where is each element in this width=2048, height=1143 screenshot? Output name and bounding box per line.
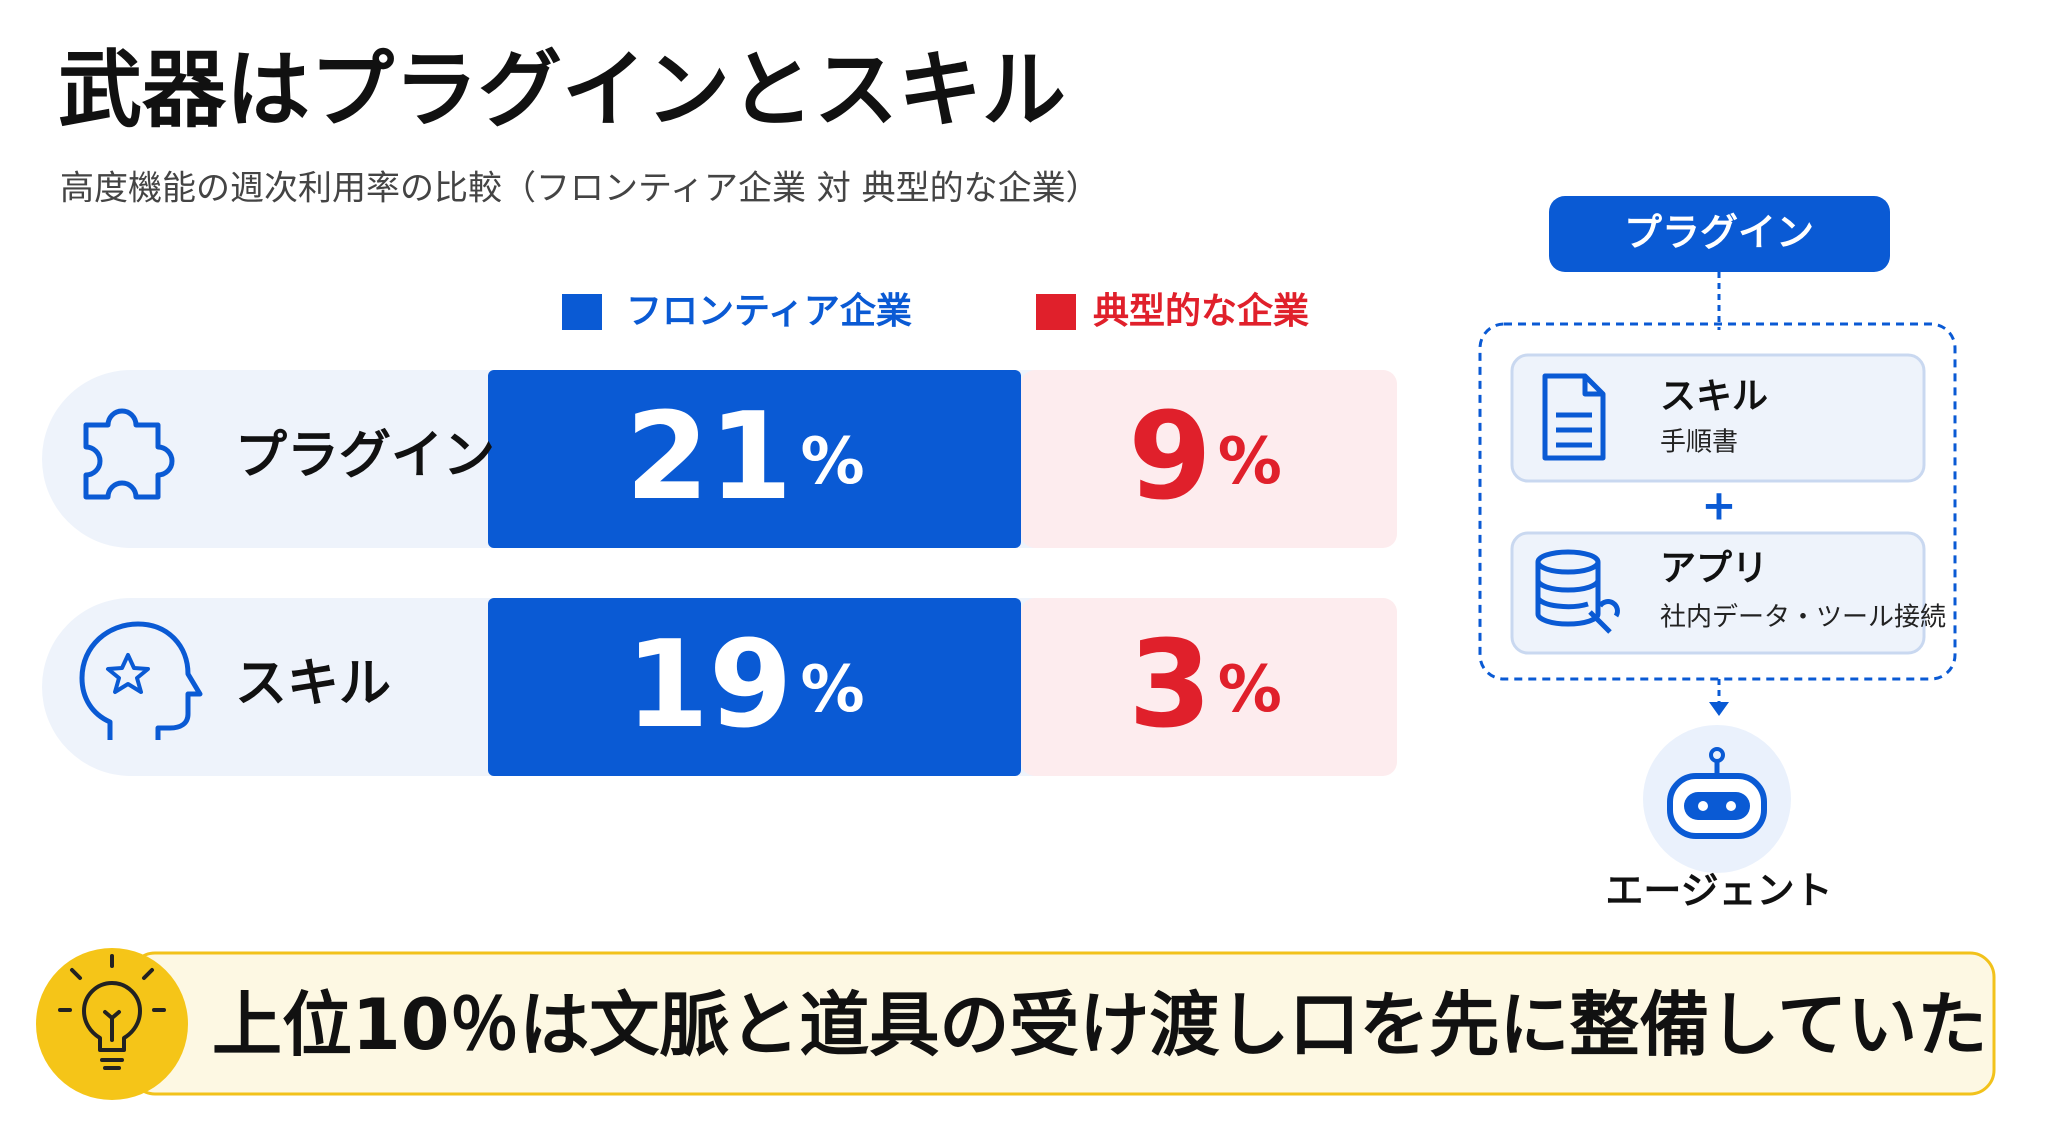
value: 9	[1128, 388, 1212, 527]
agent-label: エージェント	[1605, 869, 1832, 913]
puzzle-icon	[83, 408, 175, 500]
typical-value: 9%	[1128, 388, 1282, 527]
row-label: スキル	[235, 654, 391, 714]
robot-eye	[1726, 801, 1736, 811]
skill-card	[1510, 353, 1926, 483]
subtitle: 高度機能の週次利用率の比較（フロンティア企業 対 典型的な企業）	[60, 169, 1100, 209]
title: 武器はプラグインとスキル	[58, 41, 1066, 139]
row: プラグイン 21% 9%	[42, 370, 1397, 548]
unit: %	[800, 425, 864, 499]
frontier-value: 21%	[625, 388, 864, 527]
frontier-cell	[488, 598, 1021, 776]
value: 21	[625, 388, 792, 527]
frontier-value: 19%	[625, 616, 864, 755]
typical-value: 3%	[1128, 616, 1282, 755]
banner-text: 上位10％は文脈と道具の受け渡し口を先に整備していた	[212, 984, 1987, 1066]
frontier-cell	[488, 370, 1021, 548]
legend-swatch	[562, 294, 602, 330]
card-subtitle: 手順書	[1660, 428, 1738, 458]
robot-visor	[1684, 792, 1750, 820]
unit: %	[1218, 653, 1282, 727]
bulb-icon	[58, 954, 166, 1070]
document-icon	[1542, 373, 1606, 461]
robot-eye	[1698, 801, 1708, 811]
card-subtitle: 社内データ・ツール接続	[1660, 603, 1946, 633]
legend-swatch	[1036, 294, 1076, 330]
star-icon	[106, 653, 150, 694]
unit: %	[1218, 425, 1282, 499]
card-title: スキル	[1660, 376, 1768, 417]
antenna-tip	[1709, 747, 1725, 763]
legend-label: フロンティア企業	[626, 290, 912, 332]
unit: %	[800, 653, 864, 727]
row-label: プラグイン	[235, 426, 495, 486]
app-card	[1510, 531, 1926, 655]
database-icon	[1535, 549, 1620, 634]
plus: +	[1701, 481, 1736, 530]
typical-cell	[1021, 370, 1397, 548]
head-icon	[79, 621, 203, 740]
legend-label: 典型的な企業	[1093, 290, 1309, 332]
typical-cell	[1021, 598, 1397, 776]
plugin-label: プラグイン	[1624, 211, 1814, 255]
diagram: プラグイン スキル 手順書 + アプリ 社内データ・ツール接続 エージェント	[1478, 196, 1957, 913]
value: 19	[625, 616, 792, 755]
value: 3	[1128, 616, 1212, 755]
plugin-box	[1549, 196, 1890, 272]
arrow-head	[1709, 702, 1729, 716]
card-title: アプリ	[1660, 548, 1768, 589]
row: スキル 19% 3%	[42, 598, 1397, 776]
